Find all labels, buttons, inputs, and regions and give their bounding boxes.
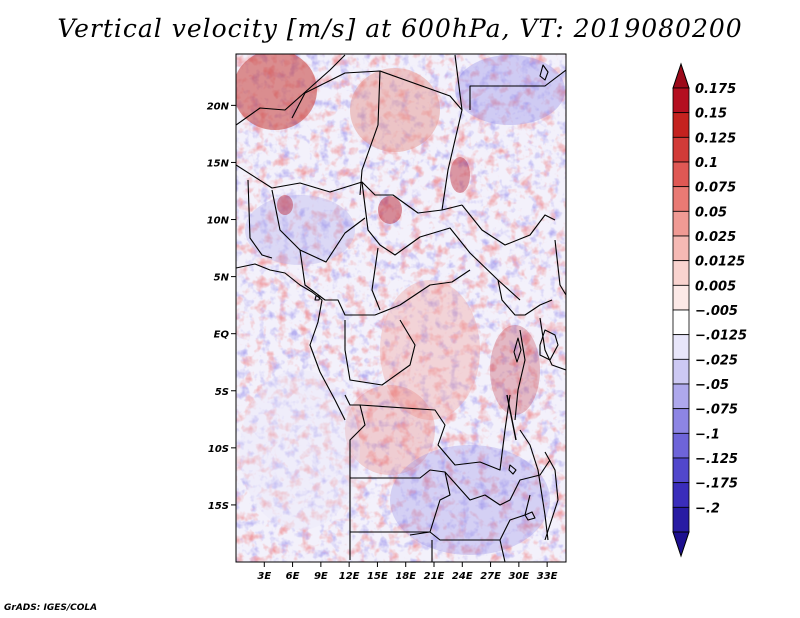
colorbar-swatch (672, 235, 690, 262)
descent-region-southwest (240, 370, 360, 530)
lon-tick-label: 3E (257, 571, 271, 582)
map-frame (235, 53, 567, 563)
colorbar-top-arrow (672, 62, 690, 89)
country-borders (236, 54, 566, 562)
ascent-cell-nigeria (277, 195, 293, 215)
colorbar-label: 0.05 (695, 205, 727, 220)
lat-tick-label: 10N (207, 216, 230, 227)
colorbar-swatch (672, 383, 690, 410)
lon-tick-label: 15E (367, 571, 388, 582)
colorbar-swatch (672, 186, 690, 212)
colorbar-swatch (672, 482, 690, 508)
lat-tick-label: EQ (214, 330, 230, 341)
lon-tick-label: 9E (314, 571, 328, 582)
colorbar-label: 0.025 (695, 230, 736, 245)
colorbar-label: 0.005 (695, 279, 736, 294)
colorbar-swatch (672, 210, 690, 237)
grads-credit: GrADS: IGES/COLA (4, 603, 98, 613)
lon-tick-label: 18E (395, 571, 416, 582)
colorbar-label: −.075 (695, 403, 738, 418)
colorbar-label: −.1 (695, 427, 720, 442)
colorbar-swatch (672, 136, 690, 163)
colorbar-label: 0.175 (695, 82, 736, 97)
ascent-cell-sudan (450, 157, 470, 193)
lat-tick-label: 20N (207, 101, 230, 112)
colorbar-swatch (672, 309, 690, 336)
lon-tick-label: 24E (452, 571, 473, 582)
colorbar-label: 0.075 (695, 181, 736, 196)
colorbar-swatch (672, 506, 690, 533)
colorbar-label: 0.0125 (695, 255, 745, 270)
ascent-region-south (345, 385, 435, 475)
colorbar-label: −.005 (695, 304, 738, 319)
latitude-axis: 20N 15N 10N 5N EQ 5S 10S 15S (207, 101, 236, 512)
ascent-region-north (350, 68, 440, 152)
colorbar-label: −.2 (695, 501, 720, 516)
lat-tick-label: 5N (214, 273, 230, 284)
lon-tick-label: 30E (508, 571, 529, 582)
lon-tick-label: 6E (286, 571, 300, 582)
colorbar-label: −.125 (695, 452, 738, 467)
ascent-cell-cameroon (378, 196, 402, 224)
chart-title: Vertical velocity [m/s] at 600hPa, VT: 2… (57, 14, 743, 43)
descent-region-west (245, 195, 355, 265)
lat-tick-label: 15N (207, 158, 230, 169)
colorbar-label: 0.15 (695, 107, 727, 122)
colorbar-swatch (672, 87, 690, 114)
longitude-axis: 3E 6E 9E 12E 15E 18E 21E 24E 27E 30E 33E (257, 562, 558, 582)
colorbar-label: 0.125 (695, 131, 736, 146)
ascent-region-central (380, 280, 480, 420)
colorbar-label: −.175 (695, 477, 738, 492)
ascent-region-rift (490, 325, 540, 415)
colorbar-bottom-arrow (672, 531, 690, 558)
colorbar-label: −.0125 (695, 329, 747, 344)
colorbar-swatch (672, 112, 690, 138)
colorbar-swatch (672, 260, 690, 286)
colorbar-swatch (672, 334, 690, 360)
colorbar-swatch (672, 358, 690, 385)
lon-tick-label: 33E (537, 571, 558, 582)
lon-tick-label: 27E (480, 571, 501, 582)
colorbar-swatch (672, 457, 690, 484)
colorbar-swatch (672, 284, 690, 311)
colorbar-swatch (672, 432, 690, 459)
lat-tick-label: 5S (215, 387, 229, 398)
colorbar-label: −.025 (695, 353, 738, 368)
lat-tick-label: 10S (208, 444, 229, 455)
lon-tick-label: 12E (339, 571, 360, 582)
colorbar-swatch (672, 161, 690, 188)
lon-tick-label: 21E (424, 571, 445, 582)
colorbar-label: −.05 (695, 378, 729, 393)
descent-region-northeast (455, 55, 565, 125)
lat-tick-label: 15S (208, 501, 229, 512)
vertical-velocity-field (236, 54, 566, 562)
colorbar: 0.175 0.15 0.125 0.1 0.075 0.05 0.025 0.0125 0.0… (672, 62, 747, 558)
colorbar-swatch (672, 408, 690, 434)
colorbar-label: 0.1 (695, 156, 718, 171)
